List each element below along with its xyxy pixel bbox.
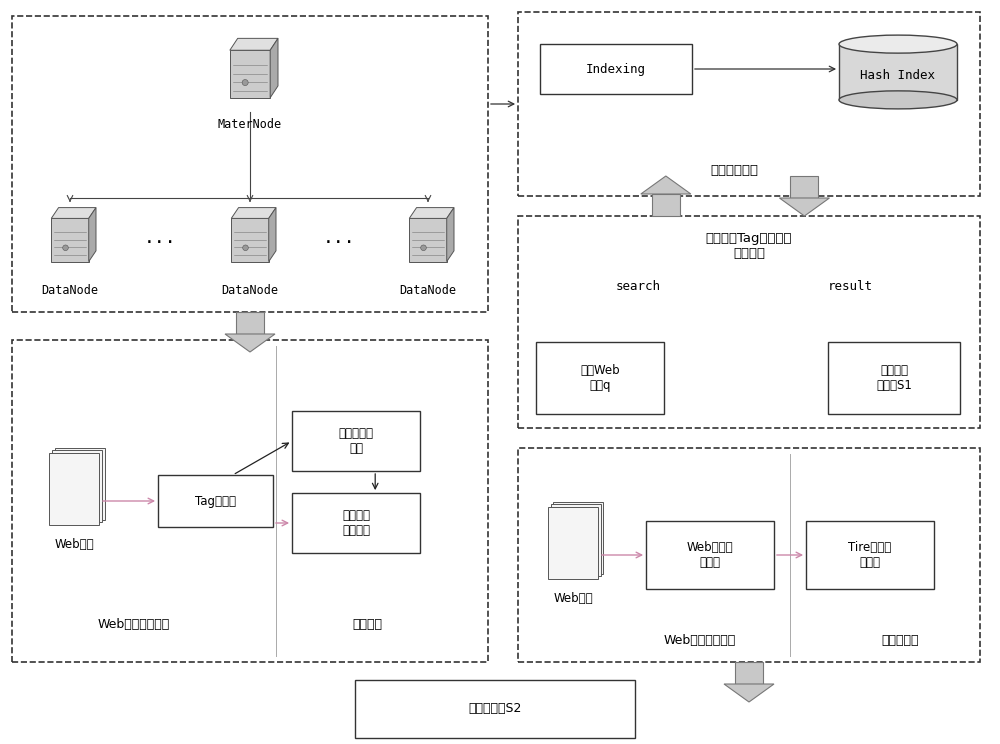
Polygon shape [779, 198, 829, 216]
Bar [828, 342, 960, 414]
Polygon shape [270, 39, 278, 97]
Text: 一级索引Tag树结构相
似性查询: 一级索引Tag树结构相 似性查询 [706, 232, 792, 260]
Polygon shape [724, 684, 774, 702]
Polygon shape [230, 39, 278, 51]
Bar [548, 507, 598, 579]
Text: DataNode: DataNode [42, 283, 98, 297]
Text: Hash Index: Hash Index [860, 69, 936, 83]
Text: 构建哈希索引: 构建哈希索引 [710, 164, 758, 176]
Text: 查询Web
文档q: 查询Web 文档q [580, 364, 620, 392]
Polygon shape [447, 208, 454, 262]
Bar [518, 448, 980, 662]
Polygon shape [409, 208, 454, 219]
Bar [735, 662, 763, 684]
Polygon shape [641, 176, 691, 194]
Text: 结构相似
结果集S1: 结构相似 结果集S1 [876, 364, 912, 392]
Text: ...: ... [144, 229, 176, 247]
Bar [55, 447, 104, 519]
Bar [12, 340, 488, 662]
Bar [790, 176, 818, 198]
Polygon shape [225, 334, 275, 352]
Text: Web文档: Web文档 [54, 537, 94, 551]
Text: ...: ... [323, 229, 355, 247]
Bar [231, 219, 269, 262]
Circle shape [421, 245, 426, 251]
Bar [12, 16, 488, 312]
Text: search: search [616, 280, 661, 292]
Text: DataNode: DataNode [222, 283, 278, 297]
Circle shape [63, 245, 68, 251]
Bar [839, 44, 957, 100]
Polygon shape [231, 208, 276, 219]
Bar [409, 219, 447, 262]
Bar [553, 501, 603, 574]
Bar [230, 51, 270, 97]
Text: 近似结果集S2: 近似结果集S2 [468, 702, 522, 716]
Bar [49, 453, 99, 525]
Bar [518, 12, 980, 196]
Bar [652, 194, 680, 216]
Text: Tag树建模: Tag树建模 [195, 495, 236, 507]
Polygon shape [51, 208, 96, 219]
Ellipse shape [839, 35, 957, 53]
Bar [236, 312, 264, 334]
Text: 构建二叉
分支向量: 构建二叉 分支向量 [342, 509, 370, 537]
Bar [292, 493, 420, 553]
Circle shape [243, 245, 248, 251]
Bar [355, 680, 635, 738]
Text: DataNode: DataNode [400, 283, 456, 297]
Bar [518, 216, 980, 428]
Text: 二叉分支树
集合: 二叉分支树 集合 [338, 427, 374, 455]
Text: result: result [828, 280, 873, 292]
Text: Web文档内
容建模: Web文档内 容建模 [687, 541, 733, 569]
Bar [52, 450, 102, 522]
Bar [540, 44, 692, 94]
Bar [551, 504, 601, 576]
Text: 相似性比较: 相似性比较 [881, 633, 919, 647]
Bar [806, 521, 934, 589]
Bar [536, 342, 664, 414]
Text: Web文档结构建模: Web文档结构建模 [98, 618, 170, 630]
Text: Tire树相似
性连接: Tire树相似 性连接 [848, 541, 892, 569]
Ellipse shape [839, 91, 957, 109]
Text: MaterNode: MaterNode [218, 118, 282, 130]
Polygon shape [89, 208, 96, 262]
Text: Web文档内容建模: Web文档内容建模 [664, 633, 736, 647]
Bar [51, 219, 89, 262]
Bar [292, 411, 420, 471]
Text: 构建向量: 构建向量 [352, 618, 382, 630]
Polygon shape [269, 208, 276, 262]
Circle shape [242, 80, 248, 86]
Text: Web文档: Web文档 [553, 591, 593, 604]
Bar [646, 521, 774, 589]
Bar [158, 475, 273, 527]
Text: Indexing: Indexing [586, 62, 646, 75]
